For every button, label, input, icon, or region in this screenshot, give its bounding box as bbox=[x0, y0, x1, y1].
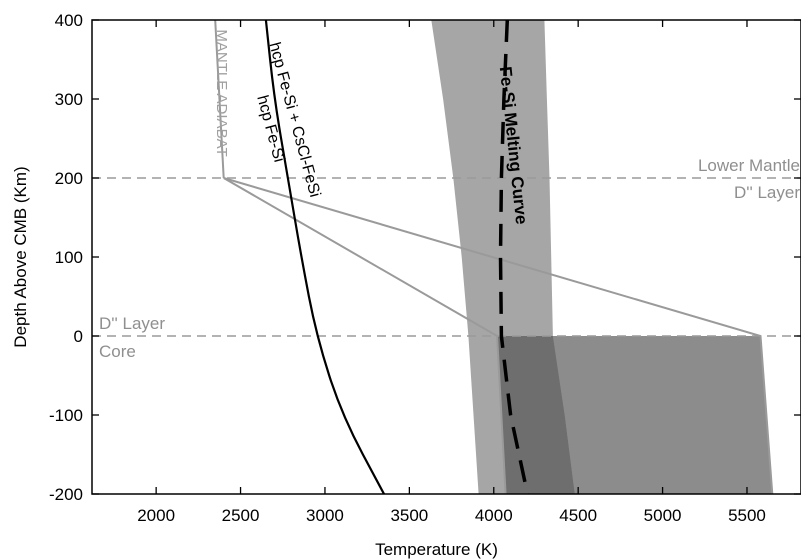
axes: 2000 2500 3000 3500 4000 4500 5000 5500-200-100… bbox=[11, 11, 801, 559]
x-tick-label: 3500 bbox=[390, 506, 428, 525]
x-tick-label: 5500 bbox=[728, 506, 766, 525]
y-tick-label: 300 bbox=[55, 90, 83, 109]
plot-area bbox=[92, 20, 801, 494]
mantle-adiabat-line bbox=[214, 20, 225, 179]
core-adiabat-line-1 bbox=[223, 177, 774, 494]
x-tick-label: 5000 bbox=[644, 506, 682, 525]
y-tick-label: 200 bbox=[55, 169, 83, 188]
boundary-label-core: Core bbox=[99, 342, 136, 361]
y-tick-label: -200 bbox=[49, 485, 83, 504]
x-tick-label: 4500 bbox=[559, 506, 597, 525]
y-axis-label: Depth Above CMB (Km) bbox=[11, 166, 30, 347]
y-tick-label: 0 bbox=[74, 327, 83, 346]
x-tick-label: 4000 bbox=[475, 506, 513, 525]
boundary-label-d-layer-upper: D'' Layer bbox=[734, 183, 800, 202]
y-tick-label: 100 bbox=[55, 248, 83, 267]
x-tick-label: 3000 bbox=[306, 506, 344, 525]
core-adiabat-line-0 bbox=[223, 177, 507, 494]
x-axis-label: Temperature (K) bbox=[375, 540, 498, 559]
x-tick-label: 2500 bbox=[222, 506, 260, 525]
mantle-adiabat-label: MANTLE ADIABAT bbox=[213, 29, 230, 156]
melting-band-overlap bbox=[497, 336, 575, 494]
boundary-label-lower-mantle: Lower Mantle bbox=[698, 156, 800, 175]
core-adiabats-label: CORE ADIABATS bbox=[553, 318, 665, 334]
y-tick-label: -100 bbox=[49, 406, 83, 425]
melting-curve-line bbox=[498, 20, 530, 494]
x-tick-label: 2000 bbox=[137, 506, 175, 525]
boundary-label-d-layer-lower: D'' Layer bbox=[99, 314, 165, 333]
y-tick-label: 400 bbox=[55, 11, 83, 30]
phase-boundary-line bbox=[264, 20, 385, 494]
